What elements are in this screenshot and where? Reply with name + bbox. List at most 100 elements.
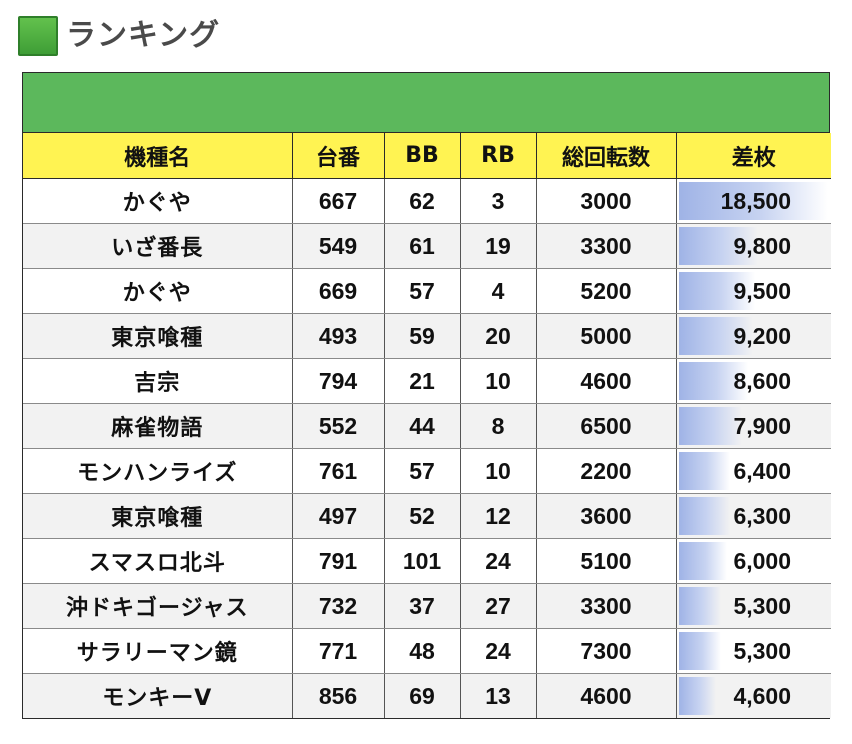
machine-number-cell: 794 bbox=[292, 358, 385, 404]
total-spins-cell: 3300 bbox=[536, 583, 677, 629]
table-row: 吉宗 794 21 10 4600 8,600 bbox=[23, 358, 831, 404]
difference-cell: 5,300 bbox=[676, 628, 831, 674]
ranking-table: 機種名 台番 BB RB 総回転数 差枚 かぐや 667 62 3 3000 18,500… bbox=[23, 133, 831, 718]
machine-number-cell: 493 bbox=[292, 313, 385, 359]
table-row: かぐや 669 57 4 5200 9,500 bbox=[23, 268, 831, 314]
difference-cell: 6,400 bbox=[676, 448, 831, 494]
machine-number-cell: 667 bbox=[292, 178, 385, 224]
bb-count-cell: 44 bbox=[384, 403, 461, 449]
rb-count-cell: 13 bbox=[460, 673, 537, 718]
machine-name-cell: モンキーV bbox=[23, 673, 293, 718]
difference-value: 4,600 bbox=[733, 682, 791, 709]
total-spins-cell: 3000 bbox=[536, 178, 677, 224]
header-bb: BB bbox=[384, 133, 461, 179]
header-total-spins: 総回転数 bbox=[536, 133, 677, 179]
machine-number-cell: 856 bbox=[292, 673, 385, 718]
table-row: モンキーV 856 69 13 4600 4,600 bbox=[23, 673, 831, 718]
difference-data-bar bbox=[678, 272, 756, 310]
rb-count-cell: 12 bbox=[460, 493, 537, 539]
header-difference: 差枚 bbox=[676, 133, 831, 179]
total-spins-cell: 2200 bbox=[536, 448, 677, 494]
difference-cell: 5,300 bbox=[676, 583, 831, 629]
difference-value: 7,900 bbox=[733, 412, 791, 439]
machine-name-cell: 沖ドキゴージャス bbox=[23, 583, 293, 629]
difference-value: 9,500 bbox=[733, 277, 791, 304]
machine-number-cell: 497 bbox=[292, 493, 385, 539]
bb-count-cell: 52 bbox=[384, 493, 461, 539]
rb-count-cell: 27 bbox=[460, 583, 537, 629]
difference-value: 9,200 bbox=[733, 322, 791, 349]
header-machine-name: 機種名 bbox=[23, 133, 293, 179]
rb-count-cell: 20 bbox=[460, 313, 537, 359]
machine-name-cell: かぐや bbox=[23, 268, 293, 314]
machine-number-cell: 732 bbox=[292, 583, 385, 629]
difference-data-bar bbox=[678, 542, 728, 580]
total-spins-cell: 3300 bbox=[536, 223, 677, 269]
table-row: スマスロ北斗 791 101 24 5100 6,000 bbox=[23, 538, 831, 584]
rb-count-cell: 10 bbox=[460, 358, 537, 404]
difference-value: 5,300 bbox=[733, 592, 791, 619]
total-spins-cell: 5200 bbox=[536, 268, 677, 314]
bb-count-cell: 69 bbox=[384, 673, 461, 718]
total-spins-cell: 5000 bbox=[536, 313, 677, 359]
machine-number-cell: 549 bbox=[292, 223, 385, 269]
page-title: ランキング bbox=[66, 18, 221, 53]
bb-count-cell: 57 bbox=[384, 268, 461, 314]
table-row: モンハンライズ 761 57 10 2200 6,400 bbox=[23, 448, 831, 494]
table-row: サラリーマン鏡 771 48 24 7300 5,300 bbox=[23, 628, 831, 674]
difference-data-bar bbox=[678, 407, 743, 445]
rb-count-cell: 24 bbox=[460, 538, 537, 584]
table-row: 東京喰種 493 59 20 5000 9,200 bbox=[23, 313, 831, 359]
machine-name-cell: 麻雀物語 bbox=[23, 403, 293, 449]
difference-data-bar bbox=[678, 362, 749, 400]
section-title: ランキング bbox=[18, 14, 220, 58]
total-spins-cell: 4600 bbox=[536, 358, 677, 404]
machine-number-cell: 761 bbox=[292, 448, 385, 494]
total-spins-cell: 3600 bbox=[536, 493, 677, 539]
difference-cell: 6,000 bbox=[676, 538, 831, 584]
ranking-table-container: 機種名 台番 BB RB 総回転数 差枚 かぐや 667 62 3 3000 18,500… bbox=[22, 72, 831, 719]
machine-number-cell: 552 bbox=[292, 403, 385, 449]
total-spins-cell: 7300 bbox=[536, 628, 677, 674]
machine-name-cell: サラリーマン鏡 bbox=[23, 628, 293, 674]
rb-count-cell: 24 bbox=[460, 628, 537, 674]
difference-cell: 9,500 bbox=[676, 268, 831, 314]
machine-number-cell: 771 bbox=[292, 628, 385, 674]
bb-count-cell: 62 bbox=[384, 178, 461, 224]
difference-data-bar bbox=[678, 227, 758, 265]
difference-data-bar bbox=[678, 497, 730, 535]
difference-cell: 4,600 bbox=[676, 673, 831, 718]
header-rb: RB bbox=[460, 133, 537, 179]
table-row: かぐや 667 62 3 3000 18,500 bbox=[23, 178, 831, 224]
difference-data-bar bbox=[678, 452, 731, 490]
machine-name-cell: スマスロ北斗 bbox=[23, 538, 293, 584]
table-row: いざ番長 549 61 19 3300 9,800 bbox=[23, 223, 831, 269]
difference-data-bar bbox=[678, 317, 754, 355]
difference-data-bar bbox=[678, 677, 716, 715]
green-square-icon bbox=[18, 16, 58, 56]
rb-count-cell: 8 bbox=[460, 403, 537, 449]
rb-count-cell: 4 bbox=[460, 268, 537, 314]
table-header-band bbox=[23, 73, 829, 133]
difference-data-bar bbox=[678, 587, 722, 625]
rb-count-cell: 3 bbox=[460, 178, 537, 224]
difference-value: 18,500 bbox=[720, 187, 791, 214]
bb-count-cell: 21 bbox=[384, 358, 461, 404]
bb-count-cell: 48 bbox=[384, 628, 461, 674]
machine-number-cell: 791 bbox=[292, 538, 385, 584]
table-row: 沖ドキゴージャス 732 37 27 3300 5,300 bbox=[23, 583, 831, 629]
machine-name-cell: 東京喰種 bbox=[23, 493, 293, 539]
machine-name-cell: 吉宗 bbox=[23, 358, 293, 404]
rb-count-cell: 19 bbox=[460, 223, 537, 269]
bb-count-cell: 37 bbox=[384, 583, 461, 629]
bb-count-cell: 59 bbox=[384, 313, 461, 359]
machine-name-cell: モンハンライズ bbox=[23, 448, 293, 494]
difference-value: 9,800 bbox=[733, 232, 791, 259]
difference-value: 5,300 bbox=[733, 637, 791, 664]
difference-value: 6,300 bbox=[733, 502, 791, 529]
table-row: 麻雀物語 552 44 8 6500 7,900 bbox=[23, 403, 831, 449]
total-spins-cell: 4600 bbox=[536, 673, 677, 718]
bb-count-cell: 101 bbox=[384, 538, 461, 584]
difference-data-bar bbox=[678, 182, 829, 220]
bb-count-cell: 61 bbox=[384, 223, 461, 269]
